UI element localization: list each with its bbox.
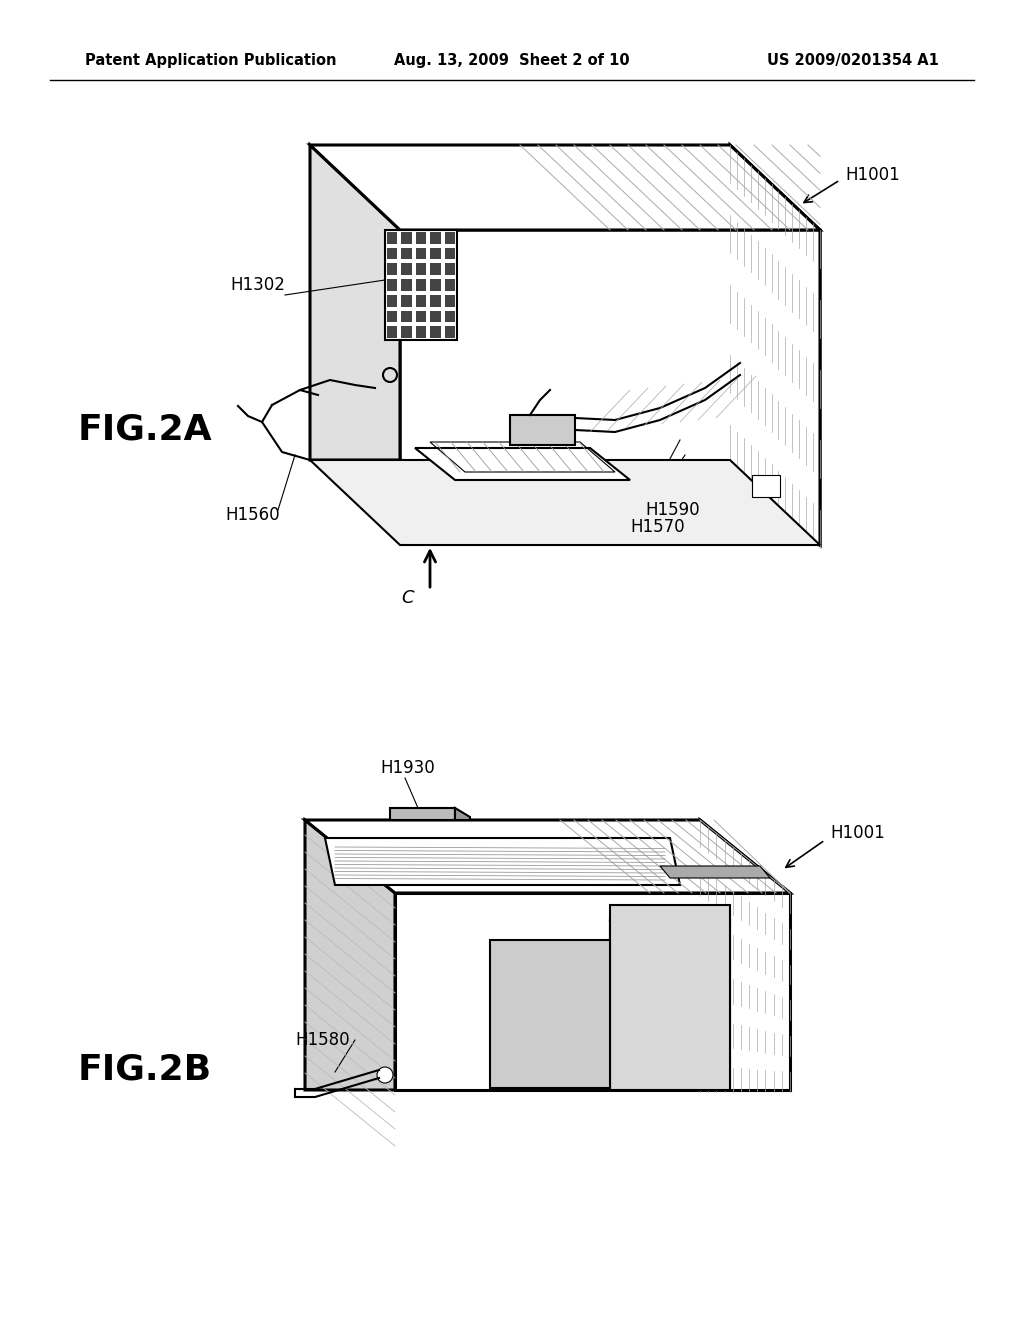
Text: C: C (401, 589, 415, 607)
Polygon shape (730, 145, 820, 545)
Text: US 2009/0201354 A1: US 2009/0201354 A1 (767, 53, 939, 67)
Text: H1001: H1001 (845, 166, 900, 183)
Bar (444, 326, 455, 338)
Polygon shape (310, 145, 400, 459)
Polygon shape (390, 808, 455, 820)
Bar (416, 310, 426, 322)
Bar (430, 279, 440, 290)
Bar (416, 326, 426, 338)
Polygon shape (660, 866, 770, 878)
Polygon shape (510, 414, 575, 445)
Text: FIG.2B: FIG.2B (78, 1053, 212, 1086)
Bar (430, 232, 440, 244)
Bar (401, 279, 412, 290)
Polygon shape (305, 820, 395, 1090)
Text: FIG.2A: FIG.2A (78, 413, 213, 447)
Bar (430, 248, 440, 260)
Bar (430, 326, 440, 338)
Bar (444, 310, 455, 322)
Bar (416, 232, 426, 244)
Text: Aug. 13, 2009  Sheet 2 of 10: Aug. 13, 2009 Sheet 2 of 10 (394, 53, 630, 67)
Bar (401, 310, 412, 322)
Circle shape (377, 1067, 393, 1082)
Bar (444, 294, 455, 306)
Bar (401, 264, 412, 275)
Text: H1930: H1930 (380, 759, 435, 777)
Bar (387, 232, 397, 244)
Text: H1570: H1570 (630, 517, 685, 536)
Bar (444, 248, 455, 260)
Bar (444, 279, 455, 290)
Bar (401, 232, 412, 244)
Polygon shape (310, 459, 820, 545)
Text: H1560: H1560 (225, 506, 280, 524)
Bar (401, 294, 412, 306)
Polygon shape (305, 820, 790, 894)
Bar (401, 248, 412, 260)
Polygon shape (415, 447, 630, 480)
FancyBboxPatch shape (610, 906, 730, 1090)
Bar (387, 279, 397, 290)
Bar (387, 310, 397, 322)
Bar (387, 264, 397, 275)
Bar (444, 232, 455, 244)
Bar (387, 294, 397, 306)
Bar (416, 264, 426, 275)
Polygon shape (400, 230, 820, 545)
Bar (387, 248, 397, 260)
Text: H1580: H1580 (295, 1031, 349, 1049)
FancyBboxPatch shape (490, 940, 610, 1088)
Text: H1302: H1302 (230, 276, 285, 294)
Polygon shape (455, 808, 470, 820)
Bar (416, 279, 426, 290)
Bar (430, 310, 440, 322)
Bar (416, 294, 426, 306)
Polygon shape (325, 838, 680, 884)
Bar (444, 264, 455, 275)
Polygon shape (310, 145, 820, 230)
Text: H1001: H1001 (830, 824, 885, 842)
Bar (387, 326, 397, 338)
Bar (430, 264, 440, 275)
Bar (752, 475, 780, 498)
Bar (401, 326, 412, 338)
Bar (385, 230, 457, 341)
Bar (416, 248, 426, 260)
Polygon shape (700, 820, 790, 1090)
Text: H1590: H1590 (645, 502, 699, 519)
Text: Patent Application Publication: Patent Application Publication (85, 53, 337, 67)
Polygon shape (395, 894, 790, 1090)
Bar (430, 294, 440, 306)
